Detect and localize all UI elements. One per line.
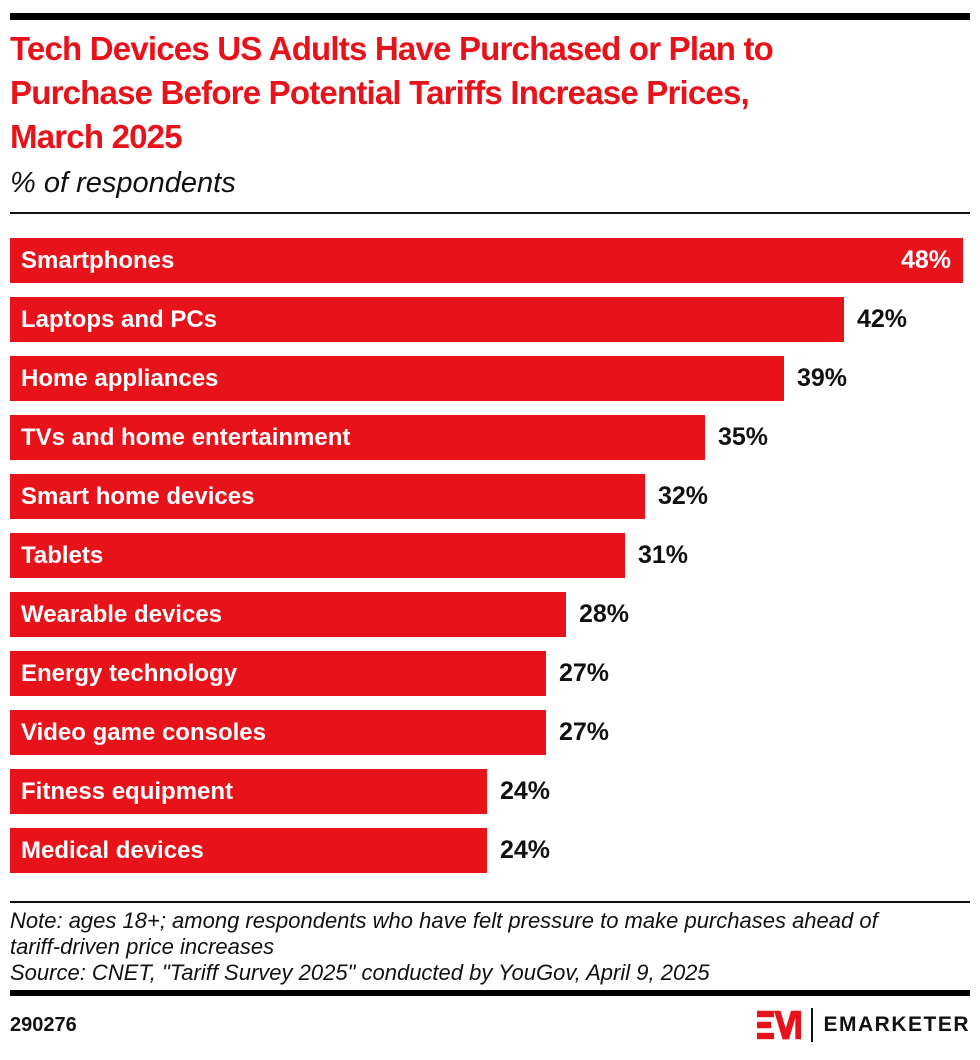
brand-name: EMARKETER: [823, 1013, 970, 1036]
bar-category-label: Laptops and PCs: [21, 305, 218, 333]
bar-row: Energy technology 27%: [10, 651, 970, 696]
bar: Video game consoles: [10, 710, 546, 755]
bar-category-label: Medical devices: [21, 836, 204, 864]
bar-row: Video game consoles 27%: [10, 710, 970, 755]
bar: Tablets: [10, 533, 625, 578]
page-title-line: March 2025: [10, 118, 183, 155]
page-title: Tech Devices US Adults Have Purchased or…: [10, 27, 970, 159]
brand-divider: [811, 1008, 814, 1042]
bar-value-label: 31%: [638, 541, 689, 569]
bar-value-label: 42%: [857, 305, 908, 333]
bar-value-label: 28%: [579, 600, 630, 628]
chart-subtitle: % of respondents: [10, 167, 236, 199]
footnote-note-line: Note: ages 18+; among respondents who ha…: [10, 908, 878, 933]
bar: Laptops and PCs: [10, 297, 844, 342]
bar-value-label: 35%: [718, 423, 769, 451]
bar-row: Home appliances 39%: [10, 356, 970, 401]
bar: TVs and home entertainment: [10, 415, 705, 460]
footnote: Note: ages 18+; among respondents who ha…: [10, 908, 970, 986]
page-title-line: Tech Devices US Adults Have Purchased or…: [10, 30, 774, 67]
top-rule: [10, 13, 970, 20]
bar-category-label: Smartphones: [21, 246, 175, 274]
bar-value-label: 39%: [797, 364, 848, 392]
bar-category-label: Tablets: [21, 541, 104, 569]
bar: Smart home devices: [10, 474, 645, 519]
bar-value-label: 48%: [900, 246, 951, 274]
brand-logo: EMARKETER: [757, 1008, 970, 1042]
bar-value-label: 32%: [658, 482, 709, 510]
bar-row: Wearable devices 28%: [10, 592, 970, 637]
footnote-divider: [10, 901, 970, 903]
bar-category-label: Home appliances: [21, 364, 219, 392]
bar: Wearable devices: [10, 592, 566, 637]
bar: Medical devices: [10, 828, 487, 873]
bar-value-label: 27%: [559, 718, 610, 746]
bar-row: Smartphones 48%: [10, 238, 970, 283]
footnote-source-line: Source: CNET, "Tariff Survey 2025" condu…: [10, 960, 710, 985]
bar: Smartphones 48%: [10, 238, 963, 283]
chart-id: 290276: [10, 1013, 77, 1036]
footer: 290276 EMARKETER: [10, 1008, 970, 1042]
bar: Home appliances: [10, 356, 784, 401]
bar-row: Fitness equipment 24%: [10, 769, 970, 814]
bar-category-label: Wearable devices: [21, 600, 223, 628]
bar-category-label: Video game consoles: [21, 718, 266, 746]
bar-category-label: Energy technology: [21, 659, 238, 687]
page-title-line: Purchase Before Potential Tariffs Increa…: [10, 74, 750, 111]
bar-chart: Smartphones 48% Laptops and PCs 42% Home app…: [10, 238, 970, 873]
header-divider: [10, 212, 970, 214]
footer-rule: [10, 990, 970, 996]
bar-row: TVs and home entertainment 35%: [10, 415, 970, 460]
bar-value-label: 27%: [559, 659, 610, 687]
emarketer-logo-icon: [757, 1010, 802, 1040]
bar-row: Laptops and PCs 42%: [10, 297, 970, 342]
bar-row: Medical devices 24%: [10, 828, 970, 873]
page: Tech Devices US Adults Have Purchased or…: [0, 13, 980, 1060]
bar-value-label: 24%: [500, 836, 551, 864]
bar-category-label: Fitness equipment: [21, 777, 234, 805]
bar: Fitness equipment: [10, 769, 487, 814]
bar-category-label: Smart home devices: [21, 482, 255, 510]
footnote-note-line: tariff-driven price increases: [10, 934, 275, 959]
bar-category-label: TVs and home entertainment: [21, 423, 351, 451]
bar-value-label: 24%: [500, 777, 551, 805]
bar-row: Smart home devices 32%: [10, 474, 970, 519]
bar-row: Tablets 31%: [10, 533, 970, 578]
bar: Energy technology: [10, 651, 546, 696]
